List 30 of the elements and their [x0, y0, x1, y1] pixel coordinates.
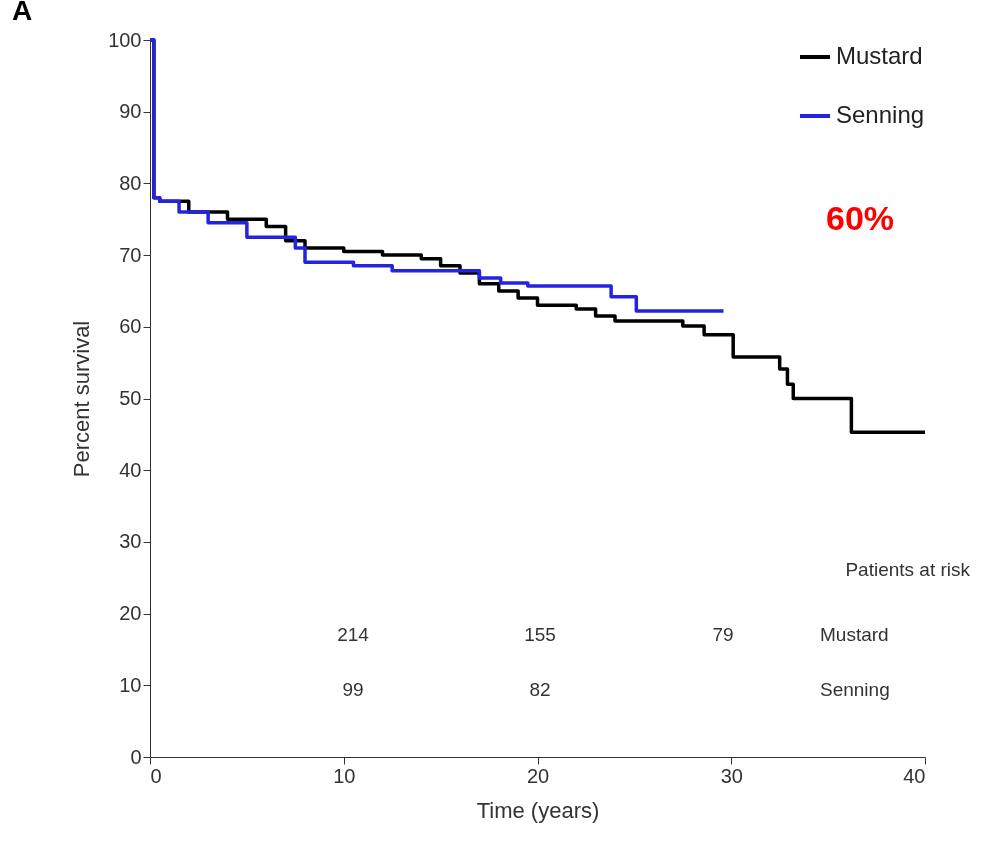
x-tick-label: 30: [720, 764, 743, 787]
annotation: 155: [524, 624, 556, 645]
y-tick-label: 50: [119, 387, 142, 409]
annotation: 99: [342, 679, 364, 700]
y-tick-label: 30: [119, 530, 142, 553]
x-tick-label: 40: [903, 764, 926, 787]
y-tick-label: 60: [119, 315, 142, 338]
legend-label: Senning: [836, 101, 925, 128]
annotation: 79: [712, 624, 734, 645]
y-tick-label: 20: [119, 602, 142, 625]
x-axis-title: Time (years): [476, 797, 600, 823]
y-tick-label: 10: [119, 673, 142, 696]
annotation: 82: [529, 679, 551, 700]
y-tick-label: 70: [119, 243, 142, 266]
y-tick-label: 90: [119, 100, 142, 123]
y-axis-title: Percent survival: [69, 320, 95, 478]
chart-title: A: [12, 0, 33, 26]
y-tick-label: 0: [130, 745, 142, 768]
y-tick-label: 80: [119, 171, 142, 194]
y-tick-label: 40: [119, 458, 142, 481]
annotation: 60%: [825, 199, 895, 237]
x-tick-label: 10: [333, 764, 356, 787]
y-tick-label: 100: [108, 28, 142, 51]
annotation: Mustard: [820, 624, 889, 645]
annotation: Patients at risk: [845, 559, 971, 580]
annotation: Senning: [820, 679, 890, 700]
x-tick-label: 20: [526, 764, 550, 787]
x-tick-label: 0: [150, 764, 162, 787]
annotation: 214: [337, 624, 370, 645]
legend-label: Mustard: [836, 42, 923, 69]
